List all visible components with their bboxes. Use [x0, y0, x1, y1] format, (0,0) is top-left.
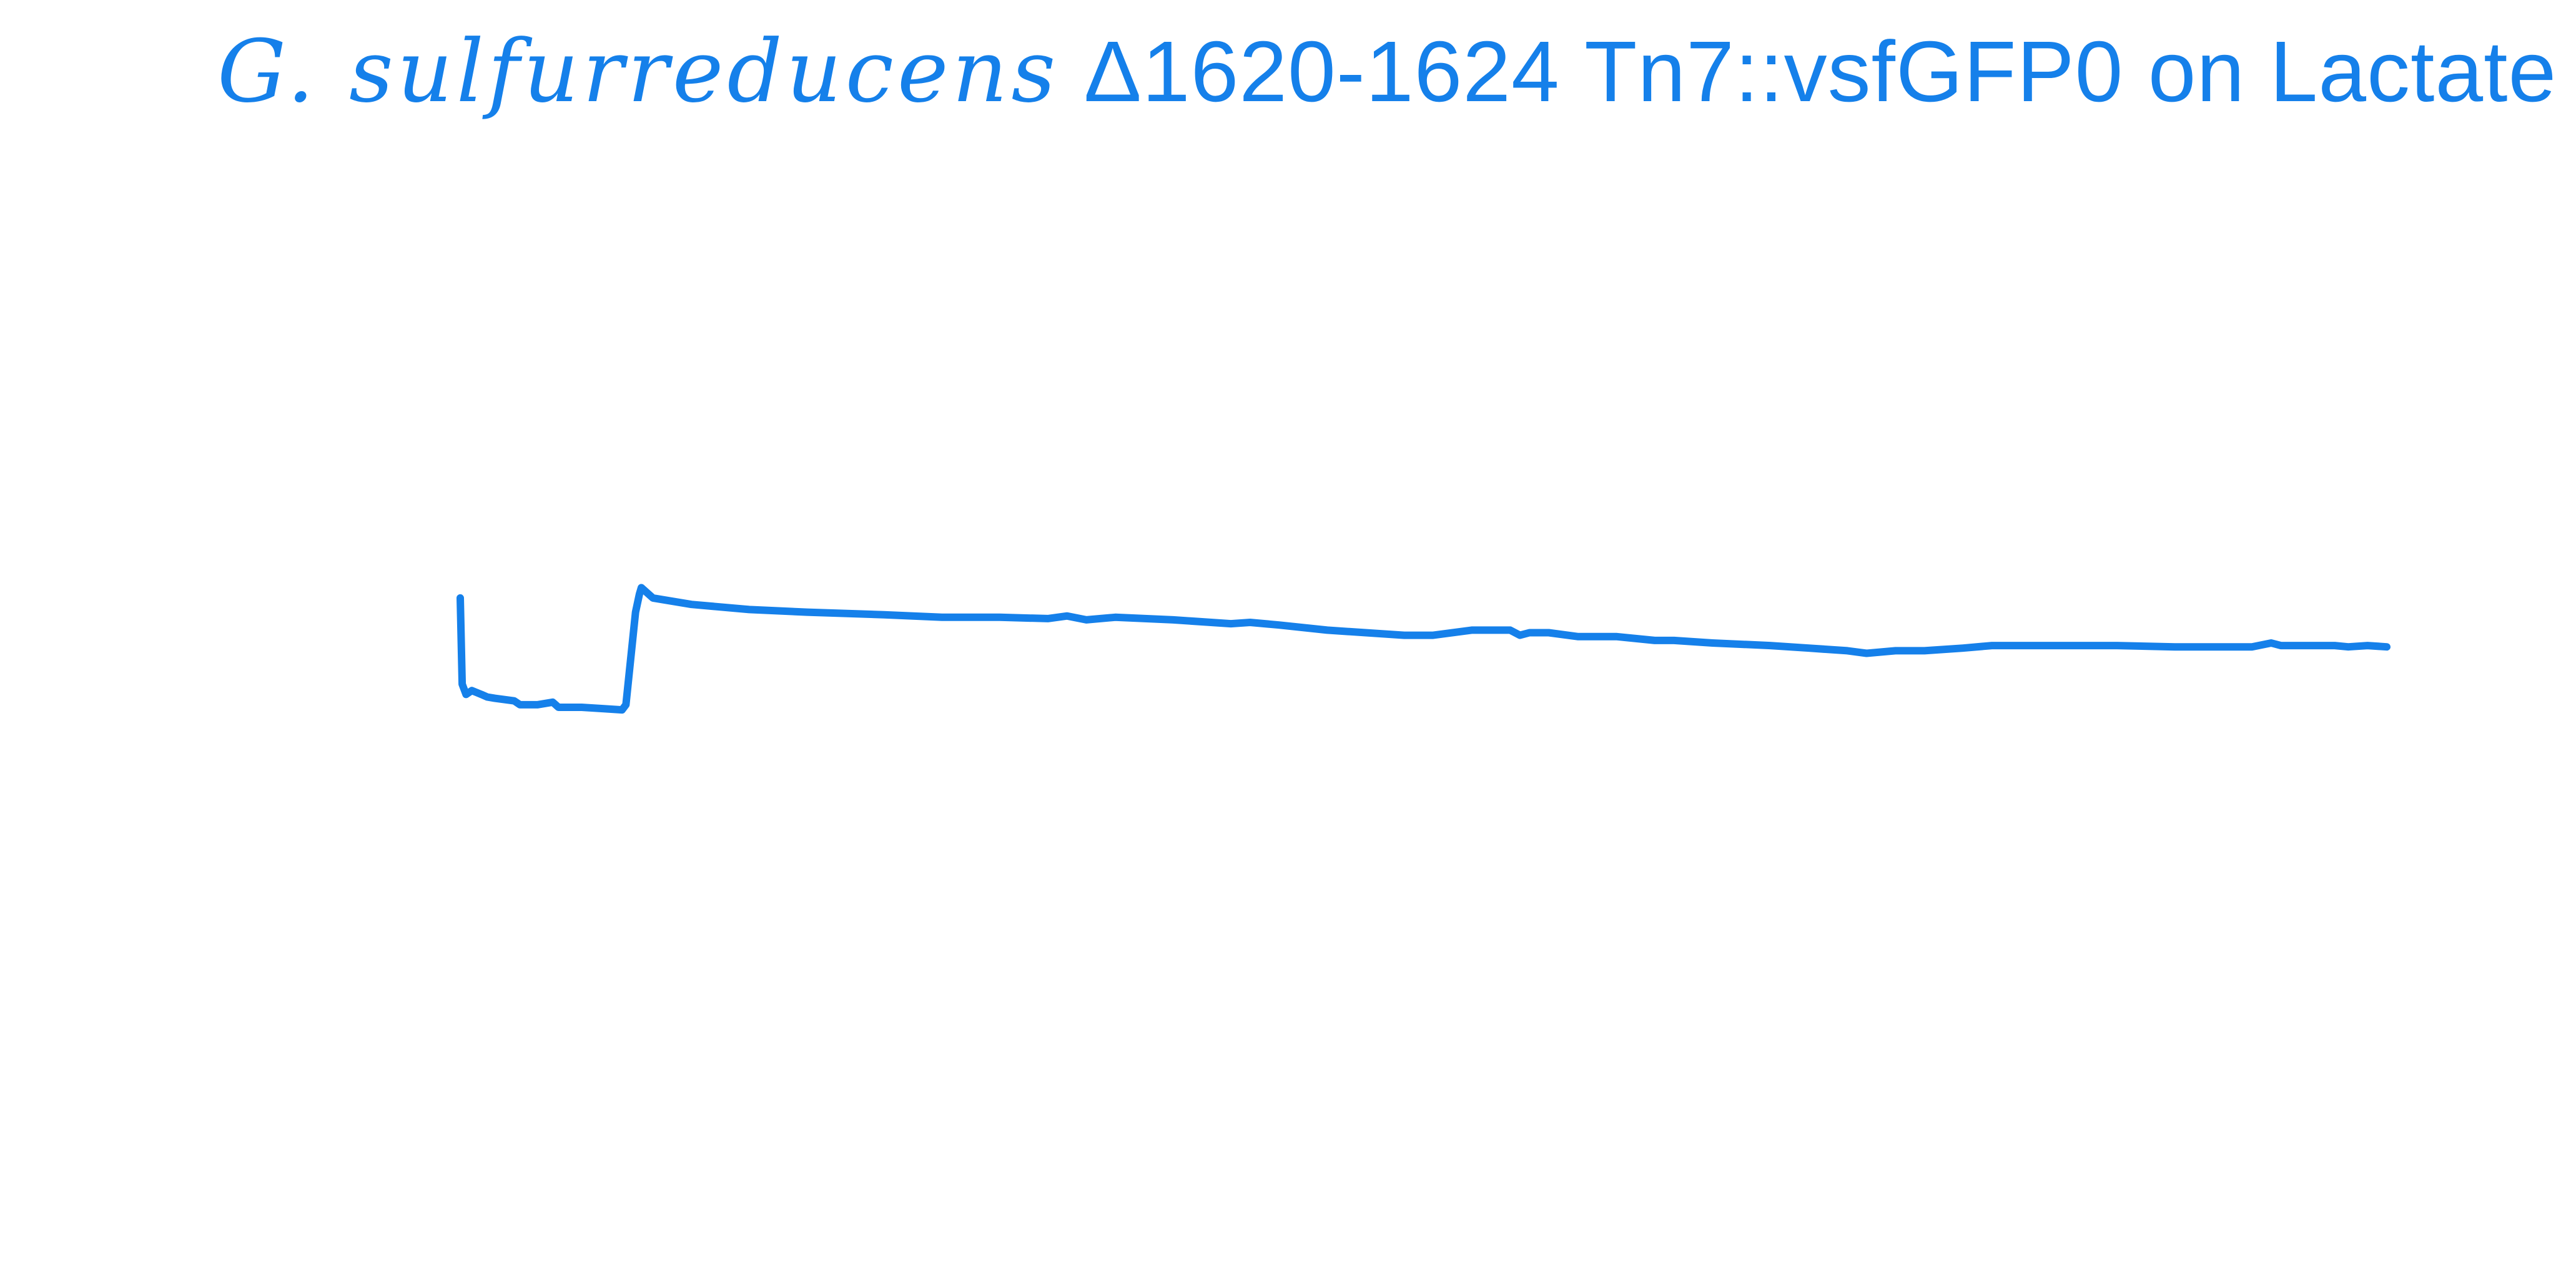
chart-title: G. sulfurreducens Δ1620-1624 Tn7::vsfGFP…: [217, 25, 2556, 119]
series-layer: [456, 584, 2391, 714]
chart-title-rest: Δ1620-1624 Tn7::vsfGFP0 on Lactate: [1059, 24, 2557, 120]
series-line-1: [456, 584, 2391, 714]
chart-title-species: G. sulfurreducens: [217, 21, 1060, 122]
